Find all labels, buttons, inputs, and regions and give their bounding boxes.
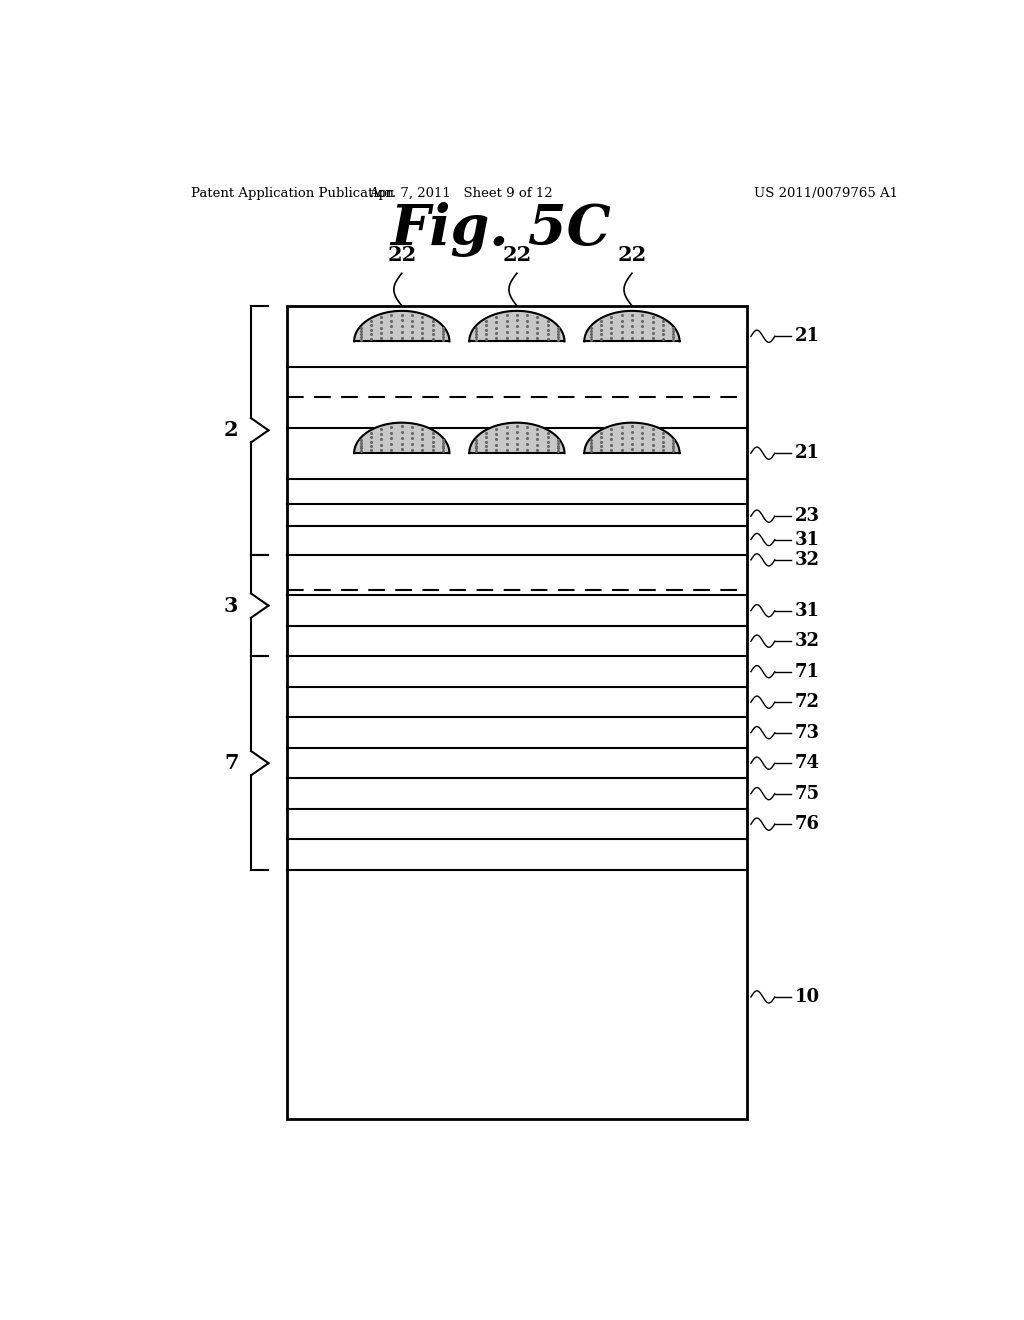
Text: US 2011/0079765 A1: US 2011/0079765 A1 <box>755 187 898 201</box>
Text: 74: 74 <box>795 754 819 772</box>
Polygon shape <box>585 312 680 342</box>
Text: 21: 21 <box>795 327 819 346</box>
Text: 10: 10 <box>795 987 820 1006</box>
Text: Patent Application Publication: Patent Application Publication <box>191 187 394 201</box>
Text: Fig. 5C: Fig. 5C <box>390 202 611 257</box>
Polygon shape <box>354 312 450 342</box>
Polygon shape <box>585 422 680 453</box>
Text: 75: 75 <box>795 784 820 803</box>
Bar <box>287 306 748 1119</box>
Polygon shape <box>469 422 564 453</box>
Text: 21: 21 <box>795 444 819 462</box>
Text: 72: 72 <box>795 693 819 711</box>
Polygon shape <box>469 312 564 342</box>
Polygon shape <box>354 422 450 453</box>
Text: 31: 31 <box>795 531 819 549</box>
Text: 2: 2 <box>224 420 239 441</box>
Text: 32: 32 <box>795 550 819 569</box>
Text: 7: 7 <box>224 754 239 774</box>
Text: 71: 71 <box>795 663 819 681</box>
Text: 76: 76 <box>795 816 819 833</box>
Text: 23: 23 <box>795 507 819 525</box>
Text: 3: 3 <box>224 595 239 615</box>
Text: 73: 73 <box>795 723 819 742</box>
Text: 22: 22 <box>387 246 417 265</box>
Text: 31: 31 <box>795 602 819 619</box>
Text: Apr. 7, 2011   Sheet 9 of 12: Apr. 7, 2011 Sheet 9 of 12 <box>370 187 553 201</box>
Text: 22: 22 <box>502 246 531 265</box>
Text: 32: 32 <box>795 632 819 651</box>
Text: 22: 22 <box>617 246 646 265</box>
